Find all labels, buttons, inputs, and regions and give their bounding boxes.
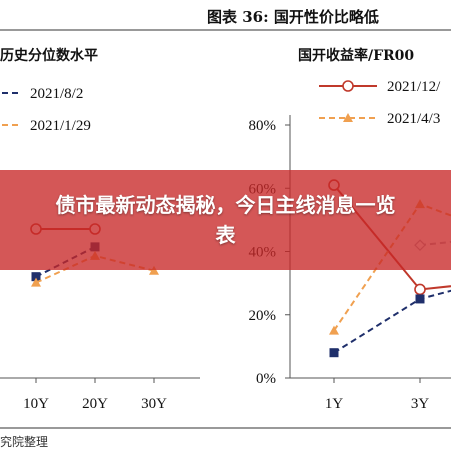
left-chart-title: 历史分位数水平 [0, 47, 98, 64]
figure-title: 图表 36: 国开性价比略低 [207, 8, 379, 26]
data-point [329, 348, 339, 358]
data-point [329, 325, 339, 335]
legend-swatch-marker [343, 113, 353, 122]
data-point [415, 294, 425, 304]
data-point [31, 277, 41, 287]
right-chart-title: 国开收益率/FR00 [298, 47, 414, 64]
headline-text: 债市最新动态揭秘，今日主线消息一览表 [55, 193, 396, 247]
legend-label: 2021/8/2 [30, 86, 83, 102]
data-point [414, 283, 426, 296]
y-tick-label: 80% [249, 118, 277, 134]
legend-label: 2021/12/ [387, 79, 441, 95]
x-tick-label: 1Y [325, 396, 344, 412]
y-tick-label: 0% [256, 371, 276, 387]
headline-banner[interactable]: 债市最新动态揭秘，今日主线消息一览表 [0, 170, 451, 270]
data-point [31, 272, 41, 282]
legend-label: 2021/1/29 [30, 118, 91, 134]
series-line [333, 289, 451, 354]
y-tick-label: 20% [249, 308, 277, 324]
legend-label: 2021/4/3 [387, 111, 440, 127]
x-tick-label: 10Y [23, 396, 49, 412]
x-tick-label: 30Y [141, 396, 167, 412]
legend-swatch-marker [342, 80, 354, 92]
x-tick-label: 3Y [411, 396, 430, 412]
x-tick-label: 20Y [82, 396, 108, 412]
data-point [149, 265, 159, 275]
source-note: 究院整理 [0, 434, 48, 449]
right-legend: 2021/12/2021/4/3 [319, 79, 441, 127]
left-legend: 2021/8/2 2021/1/29 [0, 86, 91, 134]
